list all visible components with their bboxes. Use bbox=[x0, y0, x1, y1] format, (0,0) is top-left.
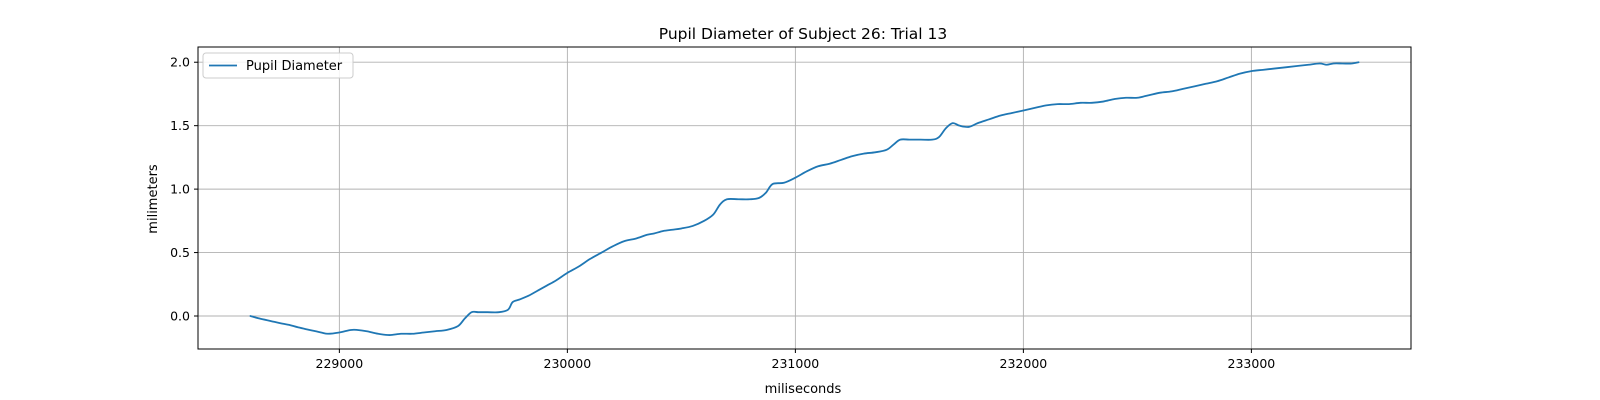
chart-title: Pupil Diameter of Subject 26: Trial 13 bbox=[659, 25, 948, 43]
y-tick-label: 1.5 bbox=[170, 118, 190, 133]
y-axis-ticks: 0.0 0.5 1.0 1.5 2.0 bbox=[170, 55, 198, 324]
y-tick-label: 0.5 bbox=[170, 245, 190, 260]
legend-label: Pupil Diameter bbox=[246, 59, 343, 74]
y-tick-label: 2.0 bbox=[170, 55, 190, 70]
x-tick-label: 230000 bbox=[544, 356, 592, 371]
series-line-pupil-diameter bbox=[249, 61, 1360, 336]
y-tick-label: 1.0 bbox=[170, 182, 190, 197]
y-axis-label: milimeters bbox=[146, 164, 161, 234]
x-tick-label: 233000 bbox=[1228, 356, 1276, 371]
x-axis-label: miliseconds bbox=[765, 382, 842, 397]
y-tick-label: 0.0 bbox=[170, 309, 190, 324]
plot-frame bbox=[197, 46, 1412, 350]
legend: Pupil Diameter bbox=[202, 52, 354, 79]
legend-box bbox=[202, 52, 354, 79]
x-tick-label: 229000 bbox=[316, 356, 364, 371]
grid-lines bbox=[198, 47, 1411, 349]
x-tick-label: 232000 bbox=[1000, 356, 1048, 371]
x-axis-ticks: 229000 230000 231000 232000 233000 bbox=[316, 349, 1276, 371]
x-tick-label: 231000 bbox=[772, 356, 820, 371]
plot-lines bbox=[249, 61, 1360, 336]
